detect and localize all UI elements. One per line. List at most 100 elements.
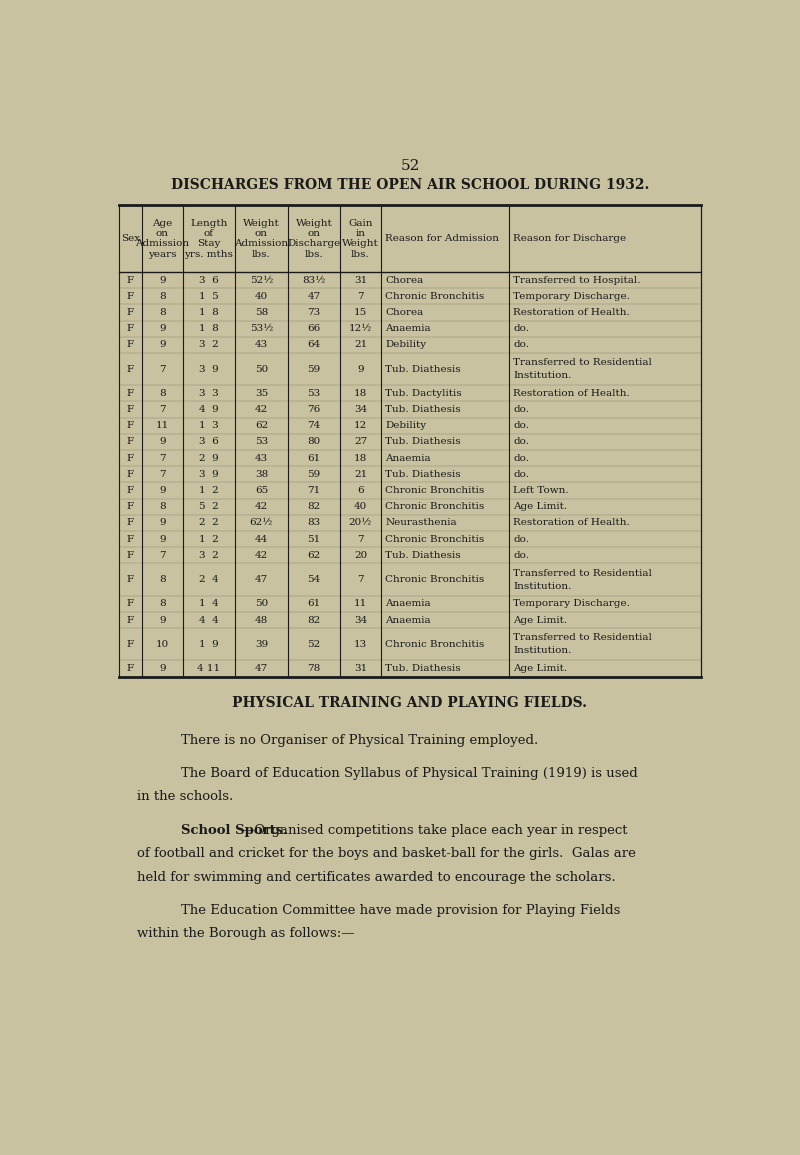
Text: Age Limit.: Age Limit. [514,664,567,673]
Text: DISCHARGES FROM THE OPEN AIR SCHOOL DURING 1932.: DISCHARGES FROM THE OPEN AIR SCHOOL DURI… [171,178,649,192]
Text: do.: do. [514,438,530,447]
Text: 58: 58 [254,308,268,316]
Text: 59: 59 [307,470,321,479]
Text: 7: 7 [159,405,166,415]
Text: F: F [126,519,134,528]
Text: F: F [126,470,134,479]
Text: 51: 51 [307,535,321,544]
Text: 3  6: 3 6 [199,438,219,447]
Text: do.: do. [514,470,530,479]
Text: 31: 31 [354,276,367,284]
Text: of football and cricket for the boys and basket-ball for the girls.  Galas are: of football and cricket for the boys and… [138,848,636,860]
Text: 61: 61 [307,599,321,609]
Text: 4 11: 4 11 [198,664,221,673]
Text: PHYSICAL TRAINING AND PLAYING FIELDS.: PHYSICAL TRAINING AND PLAYING FIELDS. [233,696,587,710]
Text: 53: 53 [254,438,268,447]
Text: 9: 9 [159,535,166,544]
Text: Neurasthenia: Neurasthenia [386,519,457,528]
Text: Tub. Diathesis: Tub. Diathesis [386,405,461,415]
Text: 8: 8 [159,308,166,316]
Text: 65: 65 [254,486,268,495]
Text: Tub. Diathesis: Tub. Diathesis [386,438,461,447]
Text: 80: 80 [307,438,321,447]
Text: 40: 40 [254,292,268,300]
Text: F: F [126,575,134,584]
Text: do.: do. [514,325,530,333]
Text: F: F [126,438,134,447]
Text: 53: 53 [307,389,321,398]
Text: F: F [126,422,134,431]
Text: 9: 9 [159,438,166,447]
Text: Tub. Diathesis: Tub. Diathesis [386,551,461,560]
Text: 50: 50 [254,365,268,373]
Text: do.: do. [514,551,530,560]
Text: 50: 50 [254,599,268,609]
Text: F: F [126,454,134,463]
Text: 47: 47 [254,575,268,584]
Text: 10: 10 [156,640,169,649]
Text: 31: 31 [354,664,367,673]
Text: 39: 39 [254,640,268,649]
Text: F: F [126,599,134,609]
Text: 1  5: 1 5 [199,292,219,300]
Text: F: F [126,664,134,673]
Text: Transferred to Residential: Transferred to Residential [514,633,652,642]
Text: 7: 7 [159,454,166,463]
Text: 83: 83 [307,519,321,528]
Text: Age
on
Admission
years: Age on Admission years [135,218,190,259]
Text: 18: 18 [354,389,367,398]
Text: The Education Committee have made provision for Playing Fields: The Education Committee have made provis… [181,904,620,917]
Text: 12: 12 [354,422,367,431]
Text: 8: 8 [159,599,166,609]
Text: 34: 34 [354,616,367,625]
Text: Tub. Diathesis: Tub. Diathesis [386,470,461,479]
Text: 9: 9 [159,276,166,284]
Text: 73: 73 [307,308,321,316]
Text: Gain
in
Weight
lbs.: Gain in Weight lbs. [342,218,379,259]
Text: Chronic Bronchitis: Chronic Bronchitis [386,575,485,584]
Text: F: F [126,341,134,349]
Text: 8: 8 [159,575,166,584]
Text: F: F [126,535,134,544]
Text: 59: 59 [307,365,321,373]
Text: 20½: 20½ [349,519,372,528]
Text: 7: 7 [159,470,166,479]
Text: 3  2: 3 2 [199,341,219,349]
Text: F: F [126,502,134,512]
Text: 48: 48 [254,616,268,625]
Text: F: F [126,616,134,625]
Text: within the Borough as follows:—: within the Borough as follows:— [138,927,354,940]
Text: 13: 13 [354,640,367,649]
Text: Anaemia: Anaemia [386,325,431,333]
Text: 1  2: 1 2 [199,486,219,495]
Text: held for swimming and certificates awarded to encourage the scholars.: held for swimming and certificates award… [138,871,616,884]
Text: Transferred to Residential: Transferred to Residential [514,358,652,367]
Text: 7: 7 [159,551,166,560]
Text: 47: 47 [254,664,268,673]
Text: School Sports.: School Sports. [181,825,287,837]
Text: 43: 43 [254,454,268,463]
Text: Age Limit.: Age Limit. [514,502,567,512]
Text: Chorea: Chorea [386,276,423,284]
Text: 1  9: 1 9 [199,640,219,649]
Text: 62½: 62½ [250,519,273,528]
Text: Transferred to Residential: Transferred to Residential [514,568,652,578]
Text: 27: 27 [354,438,367,447]
Text: 2  2: 2 2 [199,519,219,528]
Text: Temporary Discharge.: Temporary Discharge. [514,292,630,300]
Text: Debility: Debility [386,341,426,349]
Text: F: F [126,365,134,373]
Text: 8: 8 [159,389,166,398]
Text: 71: 71 [307,486,321,495]
Text: Chronic Bronchitis: Chronic Bronchitis [386,535,485,544]
Text: 2  4: 2 4 [199,575,219,584]
Text: Chronic Bronchitis: Chronic Bronchitis [386,640,485,649]
Text: 9: 9 [159,664,166,673]
Text: 4  9: 4 9 [199,405,219,415]
Text: do.: do. [514,422,530,431]
Text: 66: 66 [307,325,321,333]
Text: 9: 9 [159,325,166,333]
Text: 9: 9 [159,616,166,625]
Text: F: F [126,325,134,333]
Text: F: F [126,405,134,415]
